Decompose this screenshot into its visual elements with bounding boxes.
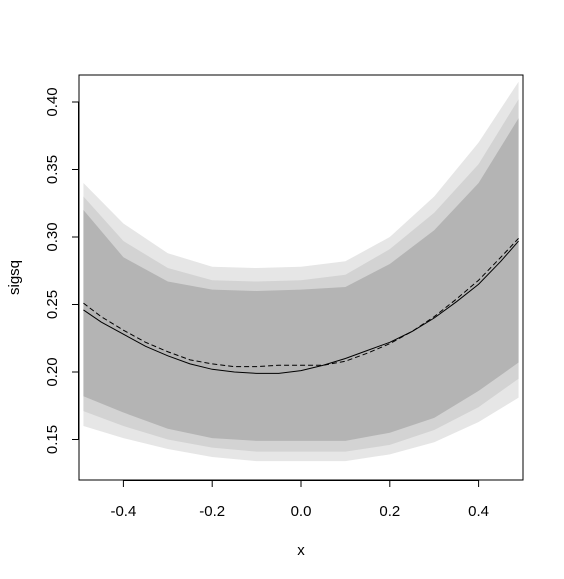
y-tick-label: 0.30 [44, 222, 61, 251]
x-axis-title: x [297, 542, 305, 559]
x-tick-label: -0.2 [199, 503, 225, 520]
confidence-bands [83, 81, 519, 462]
y-axis: 0.15 0.20 0.25 0.30 0.35 0.40 [44, 87, 79, 454]
x-axis: -0.4 -0.2 0.0 0.2 0.4 [110, 480, 489, 520]
y-axis-title: sigsq [6, 260, 23, 295]
dashed-line [83, 238, 519, 368]
x-tick-label: 0.2 [379, 503, 400, 520]
y-tick-label: 0.25 [44, 290, 61, 319]
series-lines [83, 238, 519, 374]
x-tick-label: -0.4 [110, 503, 136, 520]
y-tick-label: 0.35 [44, 155, 61, 184]
y-tick-label: 0.40 [44, 87, 61, 116]
y-tick-label: 0.20 [44, 357, 61, 386]
y-tick-label: 0.15 [44, 425, 61, 454]
x-tick-label: 0.4 [468, 503, 489, 520]
x-tick-label: 0.0 [291, 503, 312, 520]
solid-line [83, 240, 519, 374]
